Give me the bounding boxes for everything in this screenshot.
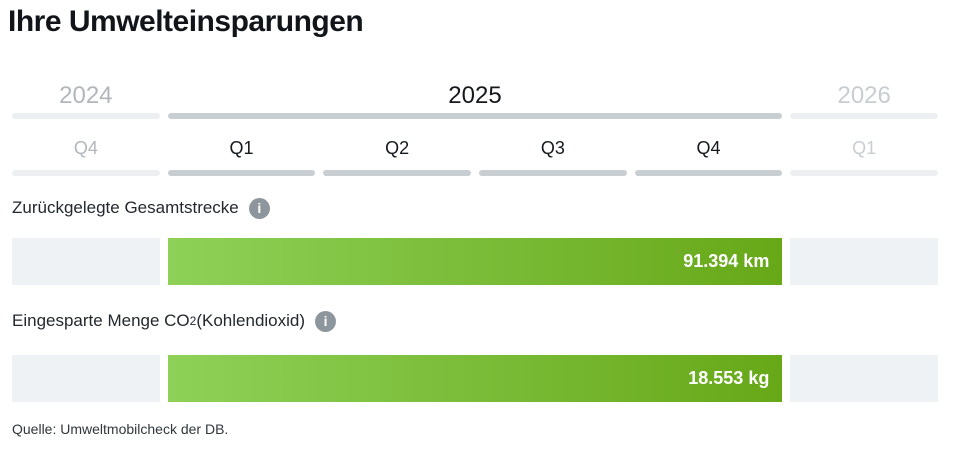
quarter-label: Q1 [229, 138, 254, 158]
metric-label-text: Eingesparte Menge CO [12, 311, 190, 330]
quarter-underline [790, 170, 938, 176]
metric-label-sub: 2 [189, 314, 197, 328]
quarter-underline [167, 170, 316, 176]
metric-label-co2: Eingesparte Menge CO 2 (Kohlendioxid) i [12, 310, 955, 332]
bar-placeholder-2024-q4 [12, 238, 160, 285]
year-label: 2026 [837, 82, 891, 109]
info-icon[interactable]: i [315, 310, 337, 332]
quarter-label: Q1 [852, 138, 877, 158]
year-label: 2025 [448, 82, 502, 109]
tab-quarter-2025-q4[interactable]: Q4 [634, 138, 783, 176]
year-underline [167, 113, 783, 119]
co2-value: 18.553 kg [688, 368, 770, 388]
distance-value: 91.394 km [683, 251, 770, 271]
metric-label-distance: Zurückgelegte Gesamtstrecke i [12, 197, 955, 219]
metric-label-text: Zurückgelegte Gesamtstrecke [12, 198, 239, 217]
bar-placeholder-2026-q1 [790, 238, 938, 285]
quarter-underline [634, 170, 783, 176]
quarter-underline [479, 170, 627, 176]
bar-placeholder-2026-q1 [790, 355, 938, 402]
tab-quarter-2025-q1[interactable]: Q1 [167, 138, 316, 176]
year-underline [790, 113, 938, 119]
quarter-underline [12, 170, 160, 176]
distance-bar: 91.394 km [167, 238, 783, 285]
quarter-label: Q3 [540, 138, 565, 158]
tab-quarter-2025-q2[interactable]: Q2 [323, 138, 471, 176]
tab-year-2024[interactable]: 2024 [12, 82, 160, 119]
bar-placeholder-2024-q4 [12, 355, 160, 402]
source-note: Quelle: Umweltmobilcheck der DB. [12, 421, 229, 437]
bar-row-co2: 18.553 kg [12, 355, 938, 402]
info-icon[interactable]: i [248, 197, 270, 219]
co2-bar: 18.553 kg [167, 355, 783, 402]
quarter-label: Q4 [73, 138, 98, 158]
quarter-tabs: Q4 Q1 Q2 Q3 Q4 Q1 [12, 138, 938, 176]
year-tabs: 2024 2025 2026 [12, 82, 938, 119]
quarter-underline [323, 170, 471, 176]
quarter-label: Q2 [385, 138, 410, 158]
info-icon-glyph: i [323, 313, 328, 329]
tab-quarter-2024-q4[interactable]: Q4 [12, 138, 160, 176]
tab-year-2026[interactable]: 2026 [790, 82, 938, 119]
metric-label-suffix: (Kohlendioxid) [196, 311, 306, 330]
year-label: 2024 [59, 82, 113, 109]
page-title: Ihre Umwelteinsparungen [8, 5, 364, 38]
tab-quarter-2025-q3[interactable]: Q3 [479, 138, 627, 176]
quarter-label: Q4 [696, 138, 721, 158]
tab-quarter-2026-q1[interactable]: Q1 [790, 138, 938, 176]
year-underline [12, 113, 160, 119]
tab-year-2025[interactable]: 2025 [167, 82, 783, 119]
bar-row-distance: 91.394 km [12, 238, 938, 285]
info-icon-glyph: i [257, 200, 262, 216]
